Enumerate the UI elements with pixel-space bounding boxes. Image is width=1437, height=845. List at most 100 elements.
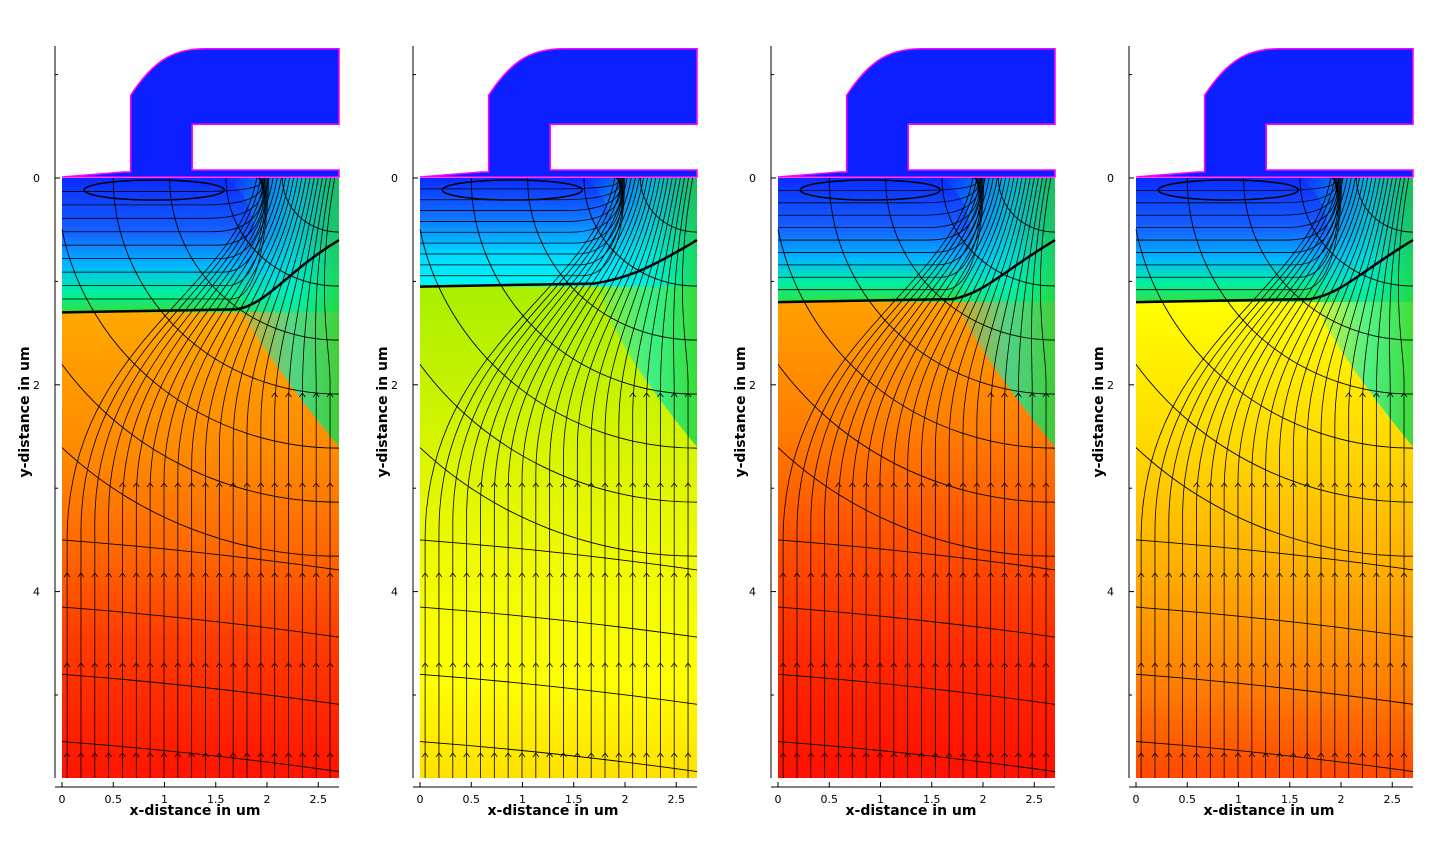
equipotential-line [225, 177, 340, 287]
contour-panel-1: 0 2 4 0 0.5 1 1.5 2 2.5 x-distance in um y-distanc… [17, 46, 340, 819]
field-line [1375, 177, 1401, 778]
field-arrow [1151, 752, 1159, 758]
field-arrow [463, 752, 470, 758]
field-arrow [1220, 482, 1228, 488]
contour-panel-2: 0 2 4 0 0.5 1 1.5 2 2.5 x-distance in um y-distanc… [375, 46, 698, 819]
field-arrow [932, 752, 939, 758]
field-line [1279, 177, 1373, 778]
x-tick-label: 0.5 [1179, 793, 1197, 806]
field-arrow [1290, 662, 1297, 668]
field-line [1320, 177, 1385, 778]
field-arrow [188, 752, 195, 758]
field-line [246, 177, 311, 778]
field-arrow [421, 572, 429, 578]
field-arrow [1042, 482, 1050, 488]
surface-contour [420, 177, 624, 255]
field-arrow [1262, 572, 1269, 578]
field-line [108, 177, 270, 778]
field-line [990, 177, 1035, 778]
field-arrow [1248, 572, 1256, 578]
field-arrow [243, 752, 251, 758]
field-arrow [504, 482, 512, 488]
x-tick-label: 1.5 [565, 793, 583, 806]
y-axis-title: y-distance in um [17, 346, 33, 477]
field-arrow [890, 482, 898, 488]
field-arrow [1179, 752, 1186, 758]
field-arrow [1303, 752, 1311, 758]
field-arrow [1015, 572, 1022, 578]
field-arrow [312, 572, 320, 578]
field-arrow [670, 572, 678, 578]
field-arrow [312, 662, 320, 668]
field-arrow [1028, 662, 1036, 668]
field-arrow [63, 752, 71, 758]
x-tick-label: 1.5 [923, 793, 941, 806]
field-arrow [670, 392, 678, 398]
field-arrow [202, 752, 209, 758]
y-tick-label: 0 [749, 172, 756, 185]
field-arrow [1137, 572, 1145, 578]
field-arrow [326, 482, 334, 488]
channel-contour [83, 179, 225, 201]
field-arrow [1331, 752, 1339, 758]
field-arrow [132, 572, 140, 578]
field-line [782, 177, 974, 778]
equipotential-line [169, 177, 340, 341]
field-arrow [670, 752, 678, 758]
surface-contour [1136, 177, 1341, 278]
surface-contour [778, 177, 978, 204]
field-arrow [518, 572, 526, 578]
field-arrow [119, 662, 126, 668]
field-arrow [574, 752, 581, 758]
field-arrow [1262, 482, 1269, 488]
equipotential-line [1243, 177, 1414, 341]
y-axis-title: y-distance in um [375, 346, 391, 477]
field-line [851, 177, 994, 778]
field-arrow [449, 752, 457, 758]
field-arrow [243, 662, 251, 668]
x-tick-label: 2 [264, 793, 271, 806]
field-arrow [560, 482, 567, 488]
field-line [452, 177, 624, 778]
field-arrow [1303, 572, 1311, 578]
field-arrow [1290, 482, 1297, 488]
field-line [1223, 177, 1356, 778]
field-arrow [1001, 572, 1008, 578]
field-arrow [684, 752, 692, 758]
field-arrow [146, 482, 154, 488]
field-arrow [876, 482, 884, 488]
equipotential-line [1135, 447, 1414, 557]
field-line [466, 177, 628, 778]
field-line [632, 177, 677, 778]
field-arrow [807, 662, 815, 668]
field-arrow [449, 662, 457, 668]
field-arrow [973, 482, 981, 488]
field-arrow [1262, 662, 1269, 668]
field-arrow [435, 572, 443, 578]
field-arrow [119, 572, 126, 578]
x-tick-label: 2.5 [1026, 793, 1044, 806]
field-arrow [271, 662, 279, 668]
equipotential-line [777, 364, 1056, 503]
field-line [1292, 177, 1377, 778]
field-arrow [1386, 662, 1394, 668]
field-arrow [835, 482, 842, 488]
equipotential-line [419, 229, 698, 449]
x-tick-label: 1 [519, 793, 526, 806]
field-arrow [1317, 752, 1325, 758]
field-arrow [601, 572, 609, 578]
field-line [163, 177, 286, 778]
field-arrow [449, 572, 457, 578]
field-arrow [1248, 662, 1256, 668]
field-line [576, 177, 661, 778]
field-arrow [1345, 482, 1353, 488]
field-arrow [890, 662, 898, 668]
field-line [1334, 177, 1389, 778]
y-tick-label: 0 [391, 172, 398, 185]
field-arrow [477, 752, 484, 758]
edge-region [1300, 178, 1413, 447]
field-arrow [1276, 662, 1283, 668]
field-line [976, 177, 1031, 778]
y-axis-title: y-distance in um [1091, 346, 1107, 477]
field-arrow [1206, 662, 1214, 668]
